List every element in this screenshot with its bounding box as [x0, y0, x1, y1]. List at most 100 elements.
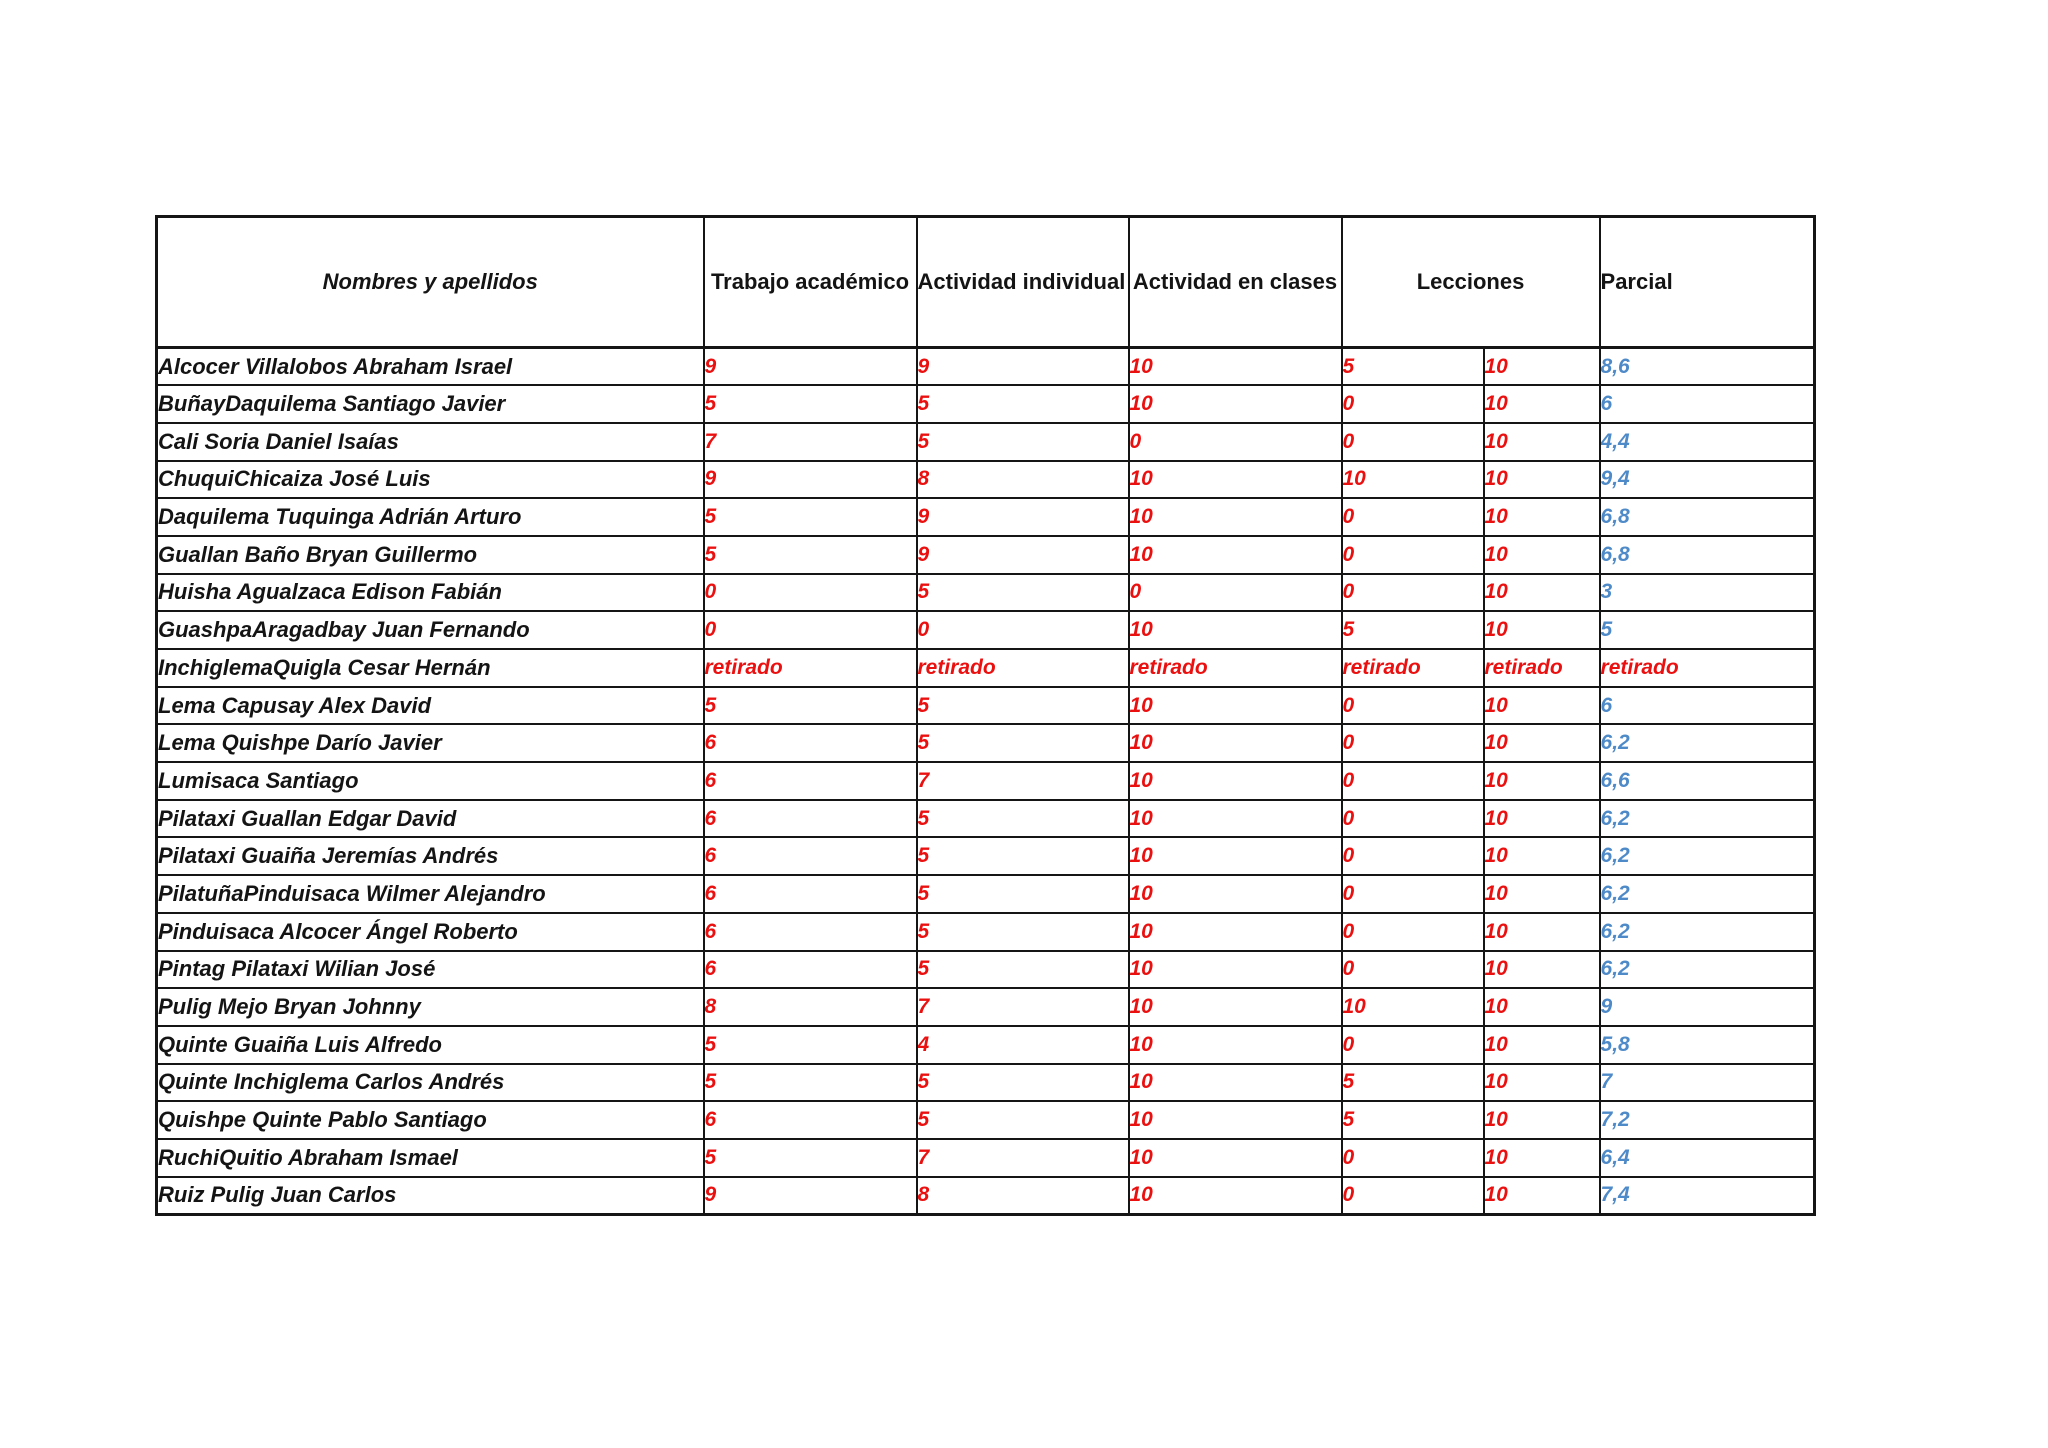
grade-cell: 7	[702, 421, 918, 462]
grade-cell: 0	[1340, 836, 1485, 877]
student-name-cell: Quinte Inchiglema Carlos Andrés	[155, 1062, 705, 1103]
table-row: Pinduisaca Alcocer Ángel Roberto 6 5 10 0 10 6…	[155, 911, 1816, 952]
parcial-grade-cell: 7,4	[1598, 1175, 1816, 1216]
parcial-grade-cell: 9	[1598, 987, 1816, 1027]
student-name-cell: Pilataxi Guaiña Jeremías Andrés	[155, 836, 705, 877]
parcial-grade-cell: retirado	[1598, 648, 1816, 688]
table-row: InchiglemaQuigla Cesar Hernán retirado ret…	[155, 648, 1816, 688]
student-name-cell: Lema Capusay Alex David	[155, 685, 705, 726]
grade-cell: 10	[1340, 987, 1485, 1027]
grade-cell: 10	[1482, 1175, 1601, 1216]
grade-cell: 9	[915, 534, 1130, 575]
grade-cell: 10	[1127, 987, 1343, 1027]
grade-cell: 6	[702, 874, 918, 914]
grade-cell: 6	[702, 911, 918, 952]
grade-cell: 6	[702, 723, 918, 764]
parcial-grade-cell: 6,2	[1598, 798, 1816, 839]
grade-cell: 0	[1340, 761, 1485, 801]
student-name-cell: BuñayDaquilema Santiago Javier	[155, 384, 705, 424]
parcial-grade-cell: 6,2	[1598, 949, 1816, 990]
grade-cell: 5	[915, 421, 1130, 462]
parcial-grade-cell: 7,2	[1598, 1100, 1816, 1140]
grade-cell: 10	[1482, 1137, 1601, 1178]
grade-cell: 10	[1127, 1062, 1343, 1103]
grade-cell: 10	[1127, 346, 1343, 387]
grade-cell: 0	[1340, 384, 1485, 424]
grade-cell: 5	[1340, 610, 1485, 650]
grade-cell: 10	[1127, 1024, 1343, 1065]
grade-cell: 10	[1127, 685, 1343, 726]
parcial-grade-cell: 3	[1598, 572, 1816, 613]
grade-cell: 6	[702, 836, 918, 877]
grade-cell: 10	[1127, 836, 1343, 877]
parcial-grade-cell: 6,2	[1598, 723, 1816, 764]
grade-cell: 6	[702, 1100, 918, 1140]
grade-cell: 10	[1482, 346, 1601, 387]
student-name-cell: InchiglemaQuigla Cesar Hernán	[155, 648, 705, 688]
grade-cell: 0	[1340, 911, 1485, 952]
student-name-cell: PilatuñaPinduisaca Wilmer Alejandro	[155, 874, 705, 914]
grade-cell: 9	[915, 346, 1130, 387]
header-lecciones: Lecciones	[1340, 215, 1601, 349]
parcial-grade-cell: 6,2	[1598, 874, 1816, 914]
student-name-cell: Pilataxi Guallan Edgar David	[155, 798, 705, 839]
parcial-grade-cell: 5	[1598, 610, 1816, 650]
table-row: Pulig Mejo Bryan Johnny 8 7 10 10 10 9	[155, 987, 1816, 1027]
grade-cell: 10	[1127, 384, 1343, 424]
table-row: Alcocer Villalobos Abraham Israel 9 9 10 5 10…	[155, 346, 1816, 387]
table-row: Quishpe Quinte Pablo Santiago 6 5 10 5 10 7,2	[155, 1100, 1816, 1140]
table-row: Cali Soria Daniel Isaías 7 5 0 0 10 4,4	[155, 421, 1816, 462]
table-row: Lema Quishpe Darío Javier 6 5 10 0 10 6,2	[155, 723, 1816, 764]
grade-cell: 10	[1482, 987, 1601, 1027]
grade-cell: 5	[915, 949, 1130, 990]
grade-cell: 8	[915, 459, 1130, 500]
table-row: Pintag Pilataxi Wilian José 6 5 10 0 10 6,2	[155, 949, 1816, 990]
grade-cell: 0	[1340, 421, 1485, 462]
header-actividad-en-clases: Actividad en clases	[1127, 215, 1343, 349]
parcial-grade-cell: 6,2	[1598, 911, 1816, 952]
grade-cell: 10	[1127, 1100, 1343, 1140]
student-name-cell: ChuquiChicaiza José Luis	[155, 459, 705, 500]
grade-cell: 6	[702, 798, 918, 839]
parcial-grade-cell: 5,8	[1598, 1024, 1816, 1065]
grade-cell: 10	[1482, 1062, 1601, 1103]
student-name-cell: Lumisaca Santiago	[155, 761, 705, 801]
parcial-grade-cell: 6,8	[1598, 534, 1816, 575]
grade-cell: 10	[1127, 459, 1343, 500]
grade-cell: 0	[1340, 572, 1485, 613]
grade-cell: 5	[915, 1062, 1130, 1103]
table-row: RuchiQuitio Abraham Ismael 5 7 10 0 10 6,4	[155, 1137, 1816, 1178]
student-name-cell: Pulig Mejo Bryan Johnny	[155, 987, 705, 1027]
grade-cell: 10	[1482, 384, 1601, 424]
grade-cell: 0	[702, 610, 918, 650]
student-name-cell: Cali Soria Daniel Isaías	[155, 421, 705, 462]
grade-cell: 5	[702, 1062, 918, 1103]
grade-cell: 5	[1340, 1100, 1485, 1140]
grade-cell: 10	[1482, 421, 1601, 462]
grade-cell: 0	[702, 572, 918, 613]
grade-cell: 5	[702, 685, 918, 726]
grade-cell: 6	[702, 949, 918, 990]
table-row: ChuquiChicaiza José Luis 9 8 10 10 10 9,4	[155, 459, 1816, 500]
grade-cell: 0	[1340, 685, 1485, 726]
grade-cell: 0	[1340, 723, 1485, 764]
grade-cell: 0	[1127, 421, 1343, 462]
grade-cell: 9	[702, 346, 918, 387]
grade-cell: 10	[1127, 949, 1343, 990]
parcial-grade-cell: 6,2	[1598, 836, 1816, 877]
grade-cell: 10	[1482, 685, 1601, 726]
grade-cell: 0	[1340, 1137, 1485, 1178]
grade-cell: 5	[915, 723, 1130, 764]
grade-cell: 5	[915, 685, 1130, 726]
grade-cell: retirado	[702, 648, 918, 688]
table-row: Ruiz Pulig Juan Carlos 9 8 10 0 10 7,4	[155, 1175, 1816, 1216]
grade-cell: 0	[1340, 1024, 1485, 1065]
grade-cell: 10	[1482, 497, 1601, 537]
grade-cell: 8	[702, 987, 918, 1027]
grade-cell: 10	[1482, 723, 1601, 764]
grade-cell: 0	[1340, 497, 1485, 537]
grade-cell: 10	[1482, 949, 1601, 990]
parcial-grade-cell: 7	[1598, 1062, 1816, 1103]
grade-cell: 10	[1482, 761, 1601, 801]
student-name-cell: Guallan Baño Bryan Guillermo	[155, 534, 705, 575]
